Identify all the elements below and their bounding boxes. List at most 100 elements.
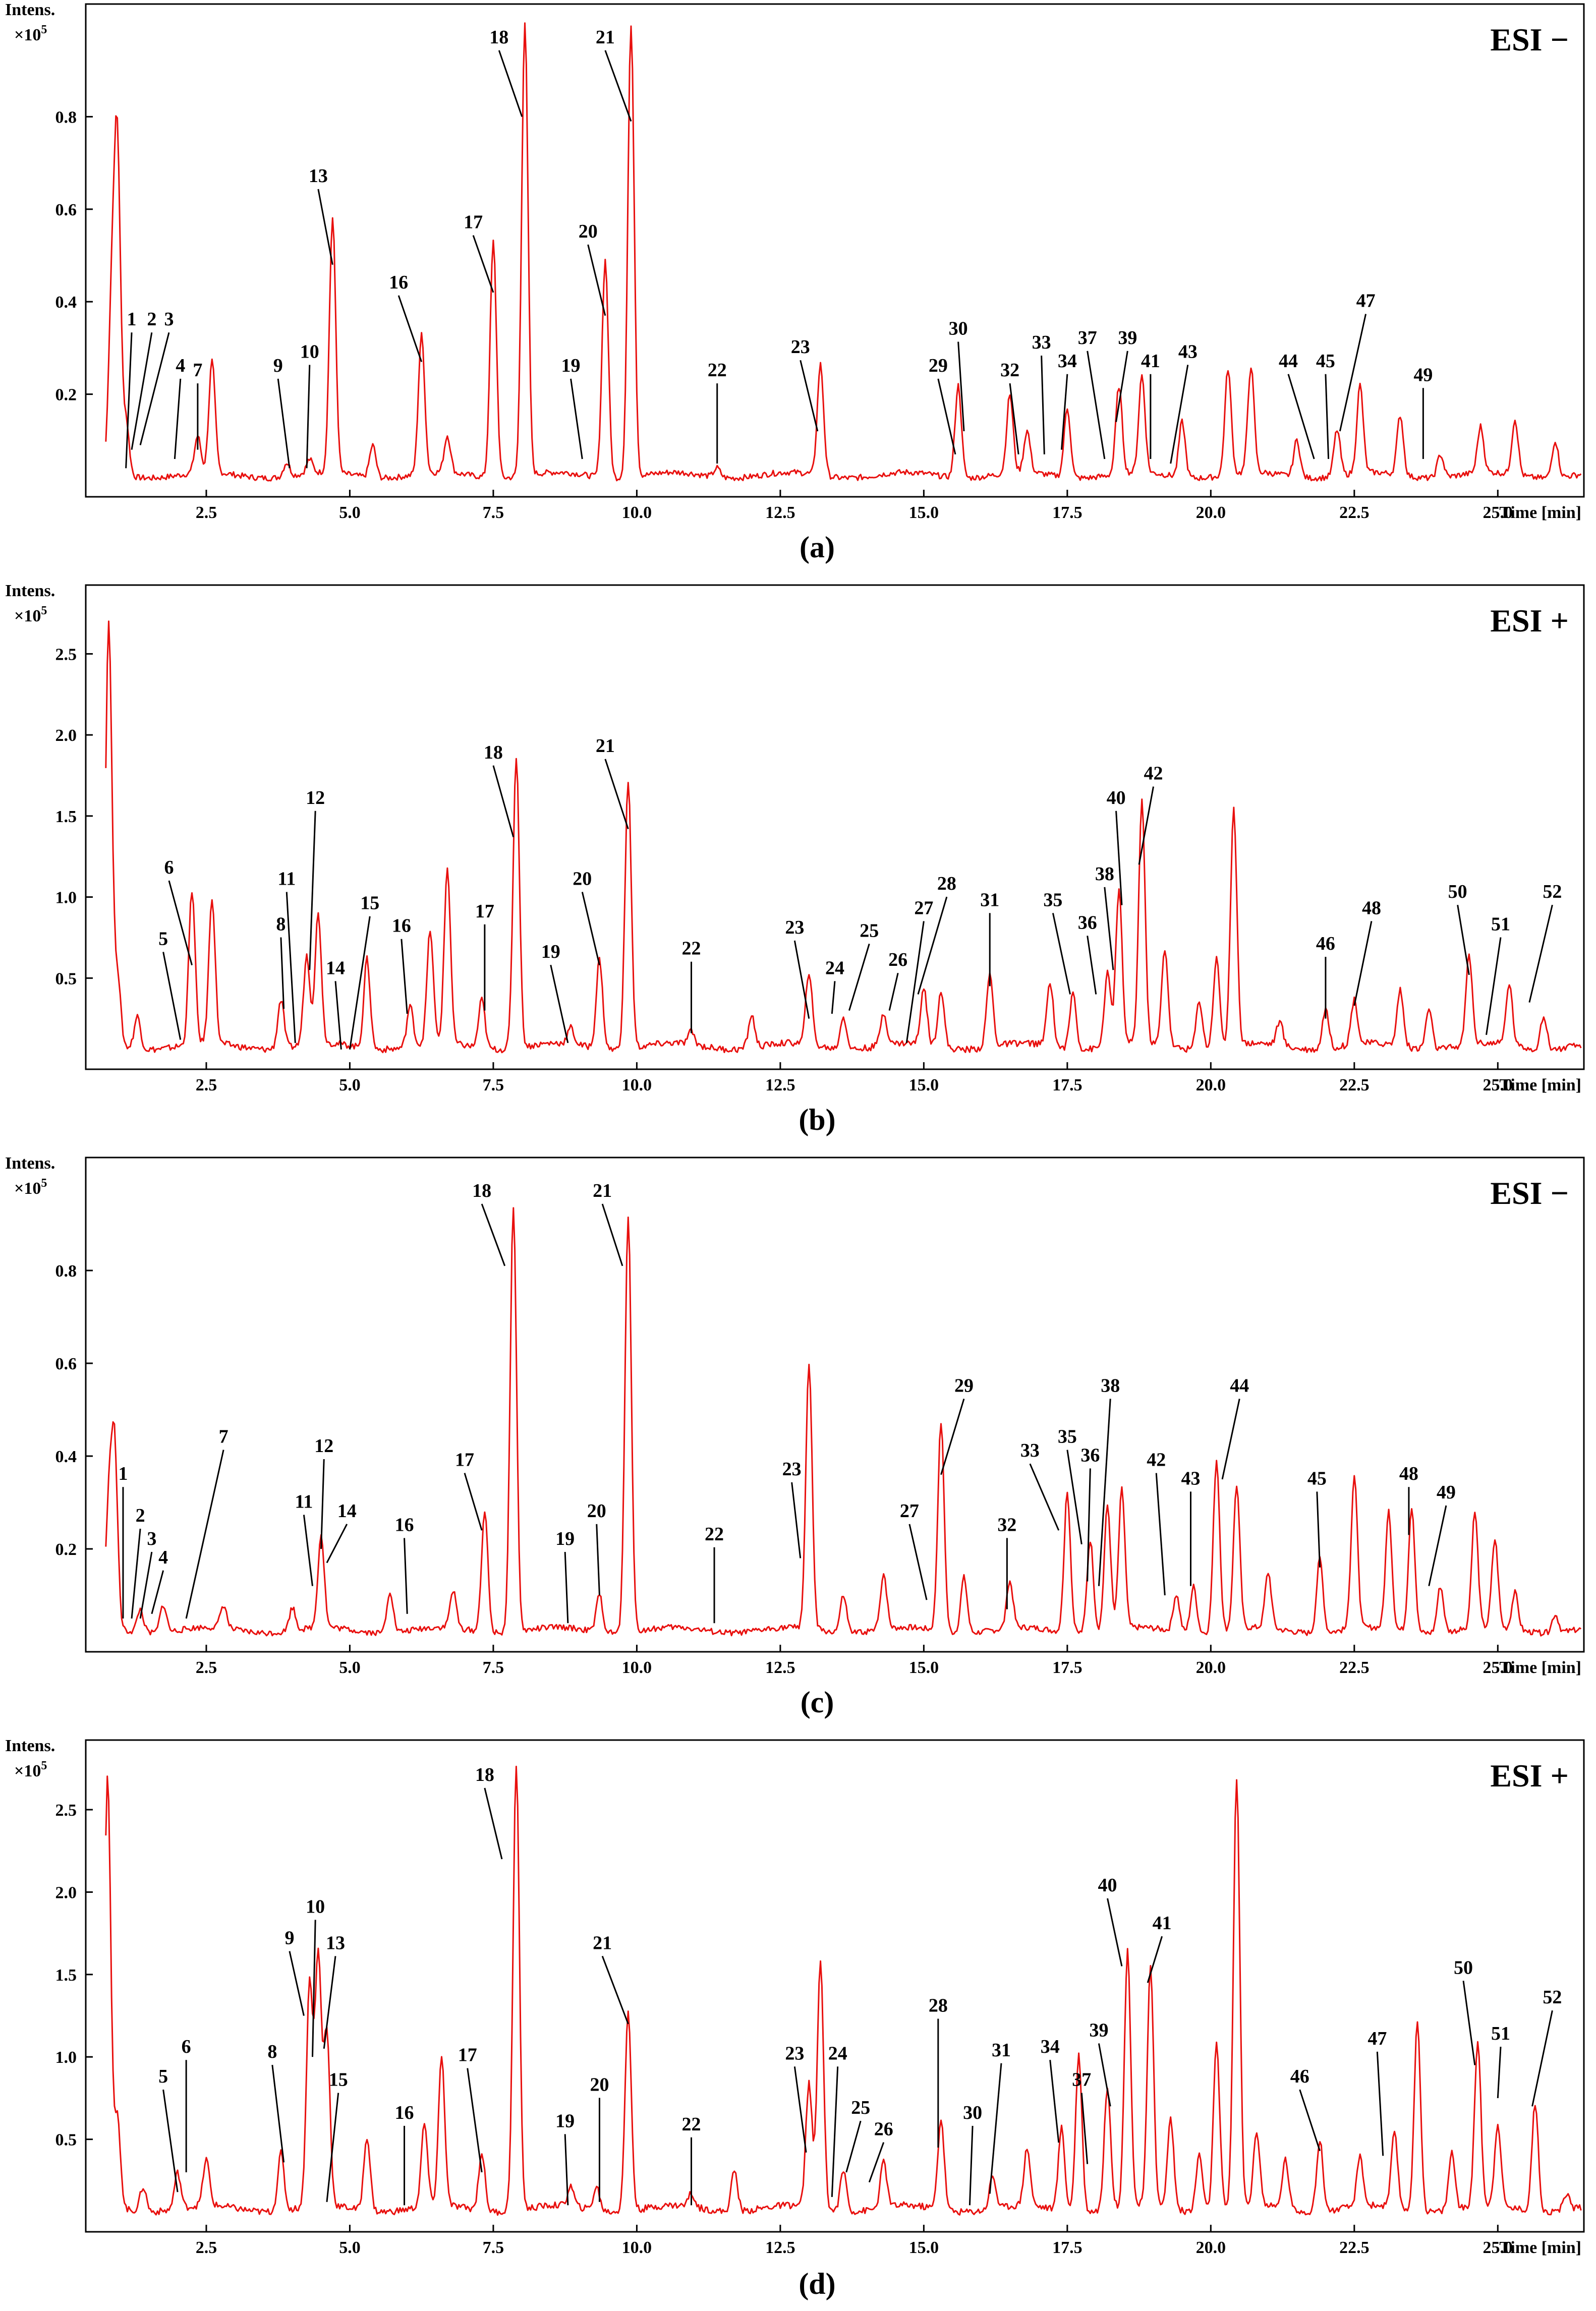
peak-leader-line <box>905 921 925 1044</box>
peak-label: 36 <box>1078 912 1097 933</box>
peak-leader-line <box>845 2120 862 2173</box>
x-tick-label: 15.0 <box>909 503 939 522</box>
peak-label: 48 <box>1362 897 1381 918</box>
y-tick-label: 0.6 <box>55 1355 77 1373</box>
y-tick-label: 1.5 <box>55 1966 77 1985</box>
peak-label: 22 <box>682 938 701 959</box>
peak-leader-line <box>581 892 600 965</box>
peak-label: 21 <box>593 1932 612 1953</box>
peak-label: 3 <box>147 1528 156 1549</box>
peak-label: 17 <box>464 212 483 233</box>
y-axis-unit: ×105 <box>14 23 47 44</box>
x-tick-label: 22.5 <box>1339 1076 1370 1094</box>
peak-leader-line <box>1528 904 1553 1003</box>
peak-leader-line <box>162 2089 179 2192</box>
peak-leader-line <box>587 244 606 316</box>
peak-label: 6 <box>182 2036 191 2057</box>
peak-leader-line <box>1060 374 1068 450</box>
plot-frame <box>85 1739 1585 2233</box>
peak-label: 46 <box>1290 2066 1309 2087</box>
peak-leader-line <box>1098 1399 1111 1586</box>
peak-label: 49 <box>1437 1482 1456 1503</box>
peak-leader-line <box>888 972 899 1011</box>
x-tick-label: 25.0 <box>1483 1076 1513 1094</box>
peak-leader-line <box>1428 1505 1447 1586</box>
peak-label: 35 <box>1043 889 1062 910</box>
peak-leader-line <box>604 50 632 122</box>
ionization-mode-title: ESI − <box>1490 1175 1569 1211</box>
peak-label: 30 <box>949 318 968 339</box>
y-tick-label: 0.6 <box>55 201 77 219</box>
peak-leader-line <box>323 1956 336 2049</box>
peak-leader-line <box>1170 365 1189 464</box>
peak-leader-line <box>484 1787 503 1860</box>
peak-label: 40 <box>1098 1875 1117 1896</box>
peak-label: 50 <box>1448 881 1467 902</box>
y-tick-label: 2.5 <box>55 645 77 664</box>
peak-label: 10 <box>306 1896 325 1917</box>
peak-label: 18 <box>472 1180 491 1201</box>
y-tick-label: 1.5 <box>55 807 77 826</box>
chromatogram-trace <box>105 1765 1582 2216</box>
peak-label: 11 <box>277 869 296 890</box>
peak-leader-line <box>1316 1491 1321 1568</box>
y-tick-label: 0.8 <box>55 1262 77 1281</box>
peak-label: 15 <box>360 893 379 914</box>
x-tick-label: 22.5 <box>1339 1658 1370 1677</box>
x-tick-label: 15.0 <box>909 2238 939 2257</box>
peak-label: 16 <box>395 2102 414 2123</box>
peak-leader-line <box>1115 351 1128 422</box>
peak-leader-line <box>397 295 423 362</box>
peak-label: 18 <box>489 27 508 48</box>
peak-leader-line <box>1049 2060 1060 2143</box>
peak-leader-line <box>1107 1898 1123 1967</box>
peak-leader-line <box>1155 1473 1166 1596</box>
peak-label: 6 <box>164 857 174 878</box>
y-axis-title: Intens. <box>5 1 55 19</box>
peak-label: 8 <box>267 2041 277 2062</box>
peak-leader-line <box>481 1203 506 1266</box>
peak-leader-line <box>472 235 494 293</box>
peak-label: 25 <box>851 2097 870 2118</box>
peak-label: 42 <box>1147 1450 1166 1471</box>
x-tick-label: 12.5 <box>765 2238 795 2257</box>
peak-leader-line <box>277 378 291 469</box>
peak-label: 1 <box>118 1463 128 1484</box>
peak-label: 43 <box>1181 1468 1201 1489</box>
y-tick-label: 2.5 <box>55 1801 77 1820</box>
x-axis-title: Time [min] <box>1499 2238 1581 2257</box>
peak-leader-line <box>1087 936 1097 995</box>
peak-leader-line <box>467 2068 483 2173</box>
peak-label: 52 <box>1543 881 1562 902</box>
peak-leader-line <box>1339 314 1367 432</box>
peak-label: 50 <box>1454 1957 1473 1978</box>
x-tick-label: 2.5 <box>196 1076 217 1094</box>
peak-leader-line <box>604 759 629 830</box>
x-tick-label: 2.5 <box>196 1658 217 1677</box>
peak-label: 25 <box>860 920 879 941</box>
y-tick-label: 1.0 <box>55 889 77 907</box>
peak-leader-line <box>139 332 170 445</box>
peak-leader-line <box>286 892 296 1043</box>
peak-label: 27 <box>914 897 933 918</box>
x-tick-label: 5.0 <box>339 1076 361 1094</box>
plot-frame <box>85 1157 1585 1653</box>
x-tick-label: 20.0 <box>1196 1076 1226 1094</box>
peak-leader-line <box>1087 1468 1091 1582</box>
peak-leader-line <box>1486 937 1502 1035</box>
x-tick-label: 25.0 <box>1483 503 1513 522</box>
peak-leader-line <box>162 952 182 1040</box>
x-tick-label: 20.0 <box>1196 1658 1226 1677</box>
peak-label: 44 <box>1230 1375 1249 1396</box>
y-axis-title: Intens. <box>5 1737 55 1755</box>
y-tick-label: 0.2 <box>55 386 77 405</box>
x-tick-label: 20.0 <box>1196 2238 1226 2257</box>
peak-label: 12 <box>306 787 325 808</box>
peak-label: 19 <box>561 355 581 376</box>
peak-leader-line <box>334 981 342 1050</box>
peak-leader-line <box>917 896 948 995</box>
x-axis-title: Time [min] <box>1499 1658 1581 1677</box>
x-tick-label: 17.5 <box>1052 2238 1082 2257</box>
ionization-mode-title: ESI − <box>1490 22 1569 57</box>
